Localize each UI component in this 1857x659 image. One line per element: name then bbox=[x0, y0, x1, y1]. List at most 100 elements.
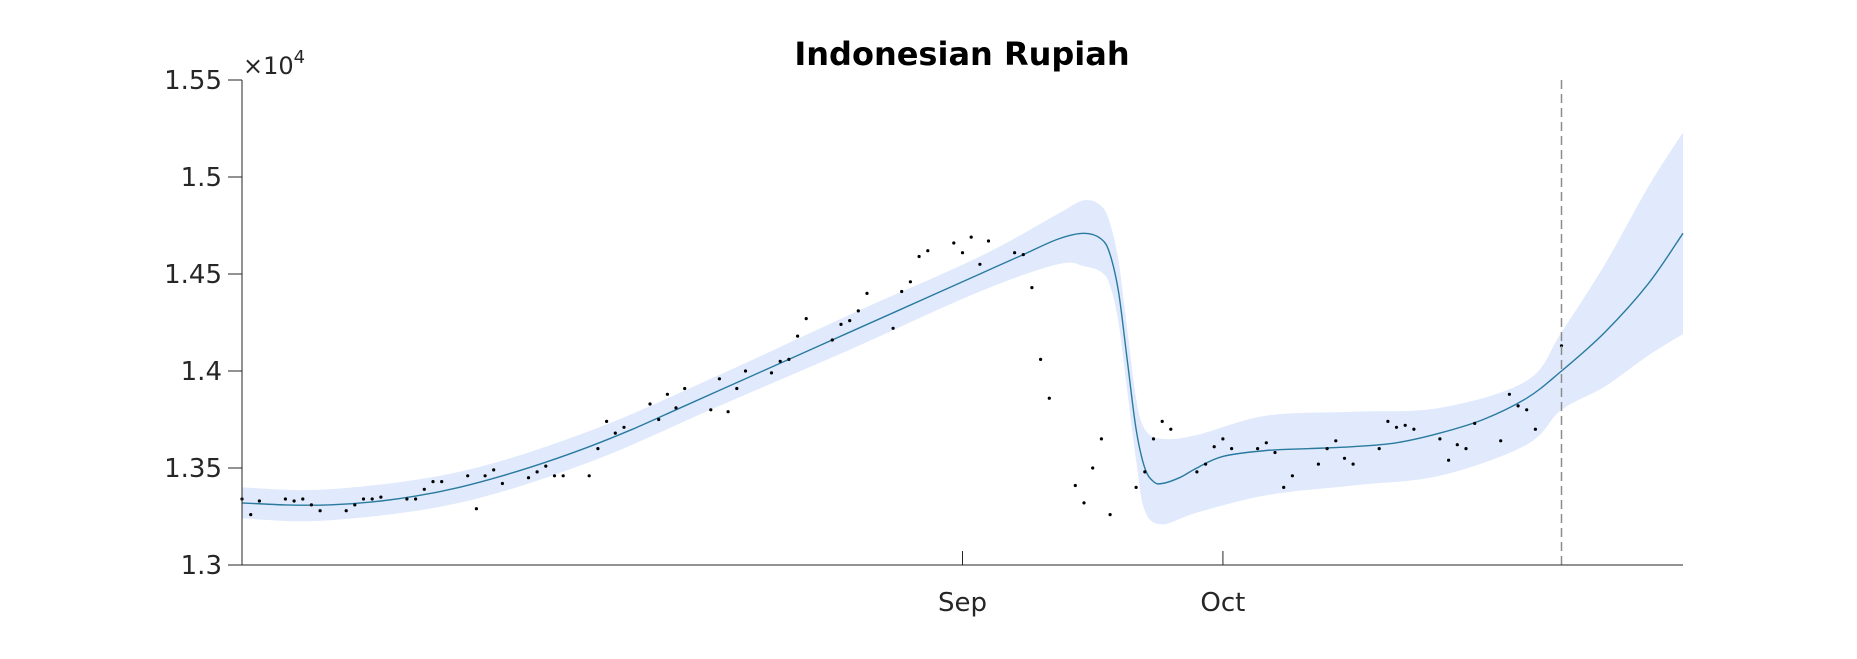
y-multiplier: ×104 bbox=[243, 47, 305, 80]
observation-point bbox=[257, 499, 261, 503]
observation-point bbox=[422, 487, 426, 491]
observation-point bbox=[1264, 441, 1268, 445]
observation-point bbox=[526, 476, 531, 480]
observation-point bbox=[1073, 483, 1077, 488]
observation-point bbox=[622, 425, 626, 429]
observation-point bbox=[1473, 421, 1477, 425]
observation-point bbox=[1091, 466, 1095, 470]
observation-points bbox=[240, 235, 1564, 517]
observation-point bbox=[318, 509, 322, 513]
observation-point bbox=[1507, 392, 1511, 396]
observation-point bbox=[353, 503, 357, 507]
y-tick-label: 1.3 bbox=[181, 551, 222, 581]
observation-point bbox=[917, 254, 921, 259]
observation-point bbox=[1386, 419, 1390, 423]
observation-point bbox=[1039, 357, 1043, 361]
observation-point bbox=[1047, 396, 1051, 400]
axes: 1.3 1.35 1.4 1.45 1.5 1.55 Sep Oct ×104 bbox=[164, 47, 1683, 618]
observation-point bbox=[1533, 427, 1537, 431]
observation-point bbox=[1082, 501, 1086, 505]
observation-point bbox=[500, 481, 504, 486]
observation-point bbox=[344, 509, 348, 513]
x-ticks: Sep Oct bbox=[938, 551, 1245, 618]
observation-point bbox=[787, 357, 791, 361]
observation-point bbox=[735, 386, 739, 391]
observation-point bbox=[605, 419, 609, 423]
observation-point bbox=[613, 431, 617, 435]
chart-title: Indonesian Rupiah bbox=[794, 35, 1129, 73]
observation-point bbox=[1525, 408, 1529, 412]
observation-point bbox=[370, 497, 374, 501]
observation-point bbox=[405, 497, 409, 501]
observation-point bbox=[1559, 344, 1564, 348]
observation-point bbox=[908, 280, 913, 284]
observation-point bbox=[431, 480, 435, 484]
observation-point bbox=[1204, 462, 1208, 466]
observation-point bbox=[535, 470, 539, 474]
observation-point bbox=[952, 241, 956, 245]
observation-point bbox=[1351, 462, 1355, 466]
observation-point bbox=[249, 513, 253, 517]
observation-point bbox=[1195, 470, 1199, 474]
observation-point bbox=[1221, 437, 1225, 441]
observation-point bbox=[1377, 447, 1381, 451]
observation-point bbox=[848, 319, 852, 323]
y-tick-label: 1.45 bbox=[164, 260, 222, 290]
observation-point bbox=[292, 499, 296, 503]
observation-point bbox=[309, 503, 313, 507]
observation-point bbox=[674, 406, 678, 410]
observation-point bbox=[1325, 447, 1329, 451]
observation-point bbox=[544, 464, 548, 468]
observation-point bbox=[1169, 427, 1173, 431]
observation-point bbox=[474, 507, 478, 511]
confidence-band bbox=[242, 132, 1683, 525]
y-tick-label: 1.55 bbox=[164, 66, 222, 96]
observation-point bbox=[648, 402, 652, 406]
observation-point bbox=[1099, 437, 1103, 441]
x-tick-label: Oct bbox=[1200, 588, 1245, 618]
observation-point bbox=[1134, 485, 1138, 489]
observation-point bbox=[856, 309, 860, 313]
observation-point bbox=[1394, 425, 1399, 429]
observation-point bbox=[1160, 419, 1164, 423]
observation-point bbox=[796, 334, 800, 338]
observation-point bbox=[1412, 427, 1416, 431]
observation-point bbox=[865, 291, 869, 295]
observation-point bbox=[926, 249, 930, 253]
observation-point bbox=[561, 474, 565, 478]
observation-point bbox=[683, 386, 687, 391]
observation-point bbox=[379, 495, 383, 499]
observation-point bbox=[1464, 447, 1468, 451]
observation-point bbox=[1455, 443, 1459, 447]
observation-point bbox=[1212, 445, 1216, 449]
observation-point bbox=[1438, 437, 1442, 441]
observation-point bbox=[1290, 474, 1294, 478]
observation-point bbox=[492, 468, 496, 472]
observation-point bbox=[1334, 439, 1338, 443]
observation-point bbox=[1021, 253, 1025, 257]
observation-point bbox=[301, 497, 305, 501]
observation-point bbox=[1273, 450, 1277, 455]
observation-point bbox=[804, 317, 808, 321]
observation-point bbox=[1230, 447, 1234, 451]
observation-point bbox=[769, 371, 774, 375]
observation-point bbox=[414, 497, 418, 501]
observation-point bbox=[665, 392, 670, 396]
observation-point bbox=[1316, 462, 1320, 466]
observation-point bbox=[440, 480, 444, 484]
observation-point bbox=[1342, 456, 1347, 460]
observation-point bbox=[717, 377, 722, 381]
observation-point bbox=[283, 497, 287, 501]
observation-point bbox=[1282, 485, 1286, 489]
observation-point bbox=[709, 408, 713, 412]
observation-point bbox=[466, 474, 470, 478]
y-tick-label: 1.4 bbox=[181, 357, 222, 387]
observation-point bbox=[969, 235, 973, 239]
observation-point bbox=[1151, 437, 1156, 441]
observation-point bbox=[361, 497, 366, 501]
observation-point bbox=[900, 289, 904, 294]
observation-point bbox=[1499, 439, 1503, 443]
observation-point bbox=[1516, 404, 1520, 408]
y-tick-label: 1.35 bbox=[164, 454, 222, 484]
